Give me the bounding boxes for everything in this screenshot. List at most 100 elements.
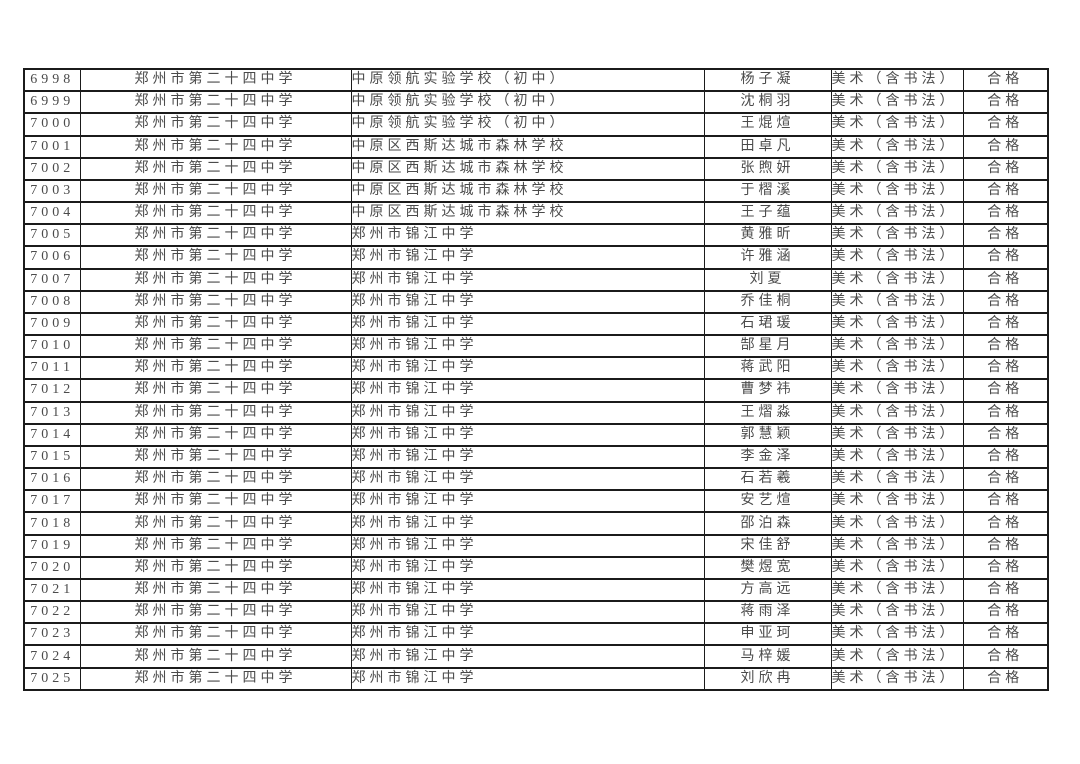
cell-attending_school: 郑州市锦江中学 (350, 622, 705, 647)
cell-subject: 美术（含书法） (830, 489, 964, 514)
cell-attending_school: 郑州市锦江中学 (350, 356, 705, 381)
cell-reporting_school: 郑州市第二十四中学 (79, 201, 352, 226)
cell-serial: 7003 (23, 178, 81, 204)
cell-serial: 7016 (23, 467, 81, 492)
cell-reporting_school: 郑州市第二十四中学 (79, 245, 352, 270)
cell-result: 合格 (962, 134, 1049, 159)
table-row: 7002 郑州市第二十四中学 中原区西斯达城市森林学校 张煦妍 美术（含书法） 合格 (23, 156, 1049, 181)
cell-result: 合格 (962, 622, 1049, 647)
cell-reporting_school: 郑州市第二十四中学 (79, 156, 352, 181)
cell-reporting_school: 郑州市第二十四中学 (79, 112, 352, 137)
cell-subject: 美术（含书法） (830, 90, 964, 115)
table-row: 7009 郑州市第二十四中学 郑州市锦江中学 石珺瑗 美术（含书法） 合格 (23, 311, 1049, 337)
table-row: 7004 郑州市第二十四中学 中原区西斯达城市森林学校 王子蕴 美术（含书法） 合格 (23, 201, 1049, 226)
cell-student_name: 樊煜宽 (703, 555, 832, 580)
cell-attending_school: 中原领航实验学校（初中） (350, 90, 705, 115)
cell-subject: 美术（含书法） (830, 311, 964, 337)
cell-student_name: 马梓媛 (703, 644, 832, 669)
cell-subject: 美术（含书法） (830, 334, 964, 359)
cell-subject: 美术（含书法） (830, 467, 964, 492)
cell-attending_school: 郑州市锦江中学 (350, 555, 705, 580)
cell-student_name: 王熠淼 (703, 400, 832, 425)
table-row: 7003 郑州市第二十四中学 中原区西斯达城市森林学校 于槢溪 美术（含书法） 合格 (23, 178, 1049, 204)
cell-reporting_school: 郑州市第二十四中学 (79, 267, 352, 292)
cell-student_name: 郜星月 (703, 334, 832, 359)
cell-serial: 7009 (23, 311, 81, 337)
cell-result: 合格 (962, 67, 1049, 93)
cell-subject: 美术（含书法） (830, 511, 964, 536)
cell-serial: 7010 (23, 334, 81, 359)
cell-result: 合格 (962, 511, 1049, 536)
cell-attending_school: 中原领航实验学校（初中） (350, 67, 705, 93)
table-row: 7021 郑州市第二十四中学 郑州市锦江中学 方高远 美术（含书法） 合格 (23, 577, 1049, 603)
table-row: 7010 郑州市第二十四中学 郑州市锦江中学 郜星月 美术（含书法） 合格 (23, 334, 1049, 359)
cell-reporting_school: 郑州市第二十四中学 (79, 422, 352, 447)
cell-attending_school: 郑州市锦江中学 (350, 245, 705, 270)
cell-reporting_school: 郑州市第二十四中学 (79, 90, 352, 115)
cell-serial: 7018 (23, 511, 81, 536)
cell-attending_school: 郑州市锦江中学 (350, 422, 705, 447)
cell-attending_school: 郑州市锦江中学 (350, 511, 705, 536)
cell-result: 合格 (962, 467, 1049, 492)
cell-student_name: 许雅涵 (703, 245, 832, 270)
cell-attending_school: 中原区西斯达城市森林学校 (350, 178, 705, 204)
cell-result: 合格 (962, 400, 1049, 425)
table-row: 7015 郑州市第二十四中学 郑州市锦江中学 李金泽 美术（含书法） 合格 (23, 444, 1049, 470)
cell-attending_school: 郑州市锦江中学 (350, 378, 705, 403)
cell-serial: 6999 (23, 90, 81, 115)
cell-subject: 美术（含书法） (830, 400, 964, 425)
cell-attending_school: 郑州市锦江中学 (350, 489, 705, 514)
cell-student_name: 宋佳舒 (703, 533, 832, 558)
cell-subject: 美术（含书法） (830, 245, 964, 270)
cell-serial: 7011 (23, 356, 81, 381)
cell-student_name: 申亚珂 (703, 622, 832, 647)
cell-subject: 美术（含书法） (830, 178, 964, 204)
cell-serial: 7008 (23, 289, 81, 314)
table-row: 7014 郑州市第二十四中学 郑州市锦江中学 郭慧颖 美术（含书法） 合格 (23, 422, 1049, 447)
cell-serial: 7007 (23, 267, 81, 292)
cell-serial: 7002 (23, 156, 81, 181)
cell-result: 合格 (962, 267, 1049, 292)
cell-attending_school: 中原区西斯达城市森林学校 (350, 134, 705, 159)
cell-reporting_school: 郑州市第二十四中学 (79, 555, 352, 580)
cell-serial: 7004 (23, 201, 81, 226)
cell-subject: 美术（含书法） (830, 289, 964, 314)
cell-reporting_school: 郑州市第二十四中学 (79, 311, 352, 337)
cell-result: 合格 (962, 489, 1049, 514)
table-row: 7000 郑州市第二十四中学 中原领航实验学校（初中） 王焜煊 美术（含书法） 合格 (23, 112, 1049, 137)
cell-student_name: 刘夏 (703, 267, 832, 292)
cell-serial: 7014 (23, 422, 81, 447)
table-row: 7020 郑州市第二十四中学 郑州市锦江中学 樊煜宽 美术（含书法） 合格 (23, 555, 1049, 580)
cell-student_name: 郭慧颖 (703, 422, 832, 447)
table-row: 6998 郑州市第二十四中学 中原领航实验学校（初中） 杨子凝 美术（含书法） 合格 (23, 67, 1049, 93)
cell-result: 合格 (962, 156, 1049, 181)
cell-student_name: 蒋武阳 (703, 356, 832, 381)
cell-subject: 美术（含书法） (830, 533, 964, 558)
table-row: 7005 郑州市第二十四中学 郑州市锦江中学 黄雅昕 美术（含书法） 合格 (23, 223, 1049, 248)
cell-reporting_school: 郑州市第二十四中学 (79, 134, 352, 159)
cell-student_name: 曹梦祎 (703, 378, 832, 403)
table-row: 7011 郑州市第二十四中学 郑州市锦江中学 蒋武阳 美术（含书法） 合格 (23, 356, 1049, 381)
table-row: 7001 郑州市第二十四中学 中原区西斯达城市森林学校 田卓凡 美术（含书法） 合格 (23, 134, 1049, 159)
cell-reporting_school: 郑州市第二十四中学 (79, 223, 352, 248)
cell-reporting_school: 郑州市第二十四中学 (79, 533, 352, 558)
cell-attending_school: 郑州市锦江中学 (350, 467, 705, 492)
cell-student_name: 蒋雨泽 (703, 600, 832, 625)
cell-result: 合格 (962, 422, 1049, 447)
cell-student_name: 石若羲 (703, 467, 832, 492)
cell-serial: 7005 (23, 223, 81, 248)
cell-reporting_school: 郑州市第二十四中学 (79, 356, 352, 381)
cell-reporting_school: 郑州市第二十四中学 (79, 489, 352, 514)
table-row: 7022 郑州市第二十四中学 郑州市锦江中学 蒋雨泽 美术（含书法） 合格 (23, 600, 1049, 625)
cell-reporting_school: 郑州市第二十四中学 (79, 666, 352, 692)
cell-subject: 美术（含书法） (830, 666, 964, 692)
table-row: 7023 郑州市第二十四中学 郑州市锦江中学 申亚珂 美术（含书法） 合格 (23, 622, 1049, 647)
cell-subject: 美术（含书法） (830, 134, 964, 159)
cell-student_name: 于槢溪 (703, 178, 832, 204)
cell-student_name: 杨子凝 (703, 67, 832, 93)
cell-reporting_school: 郑州市第二十四中学 (79, 178, 352, 204)
table-row: 7012 郑州市第二十四中学 郑州市锦江中学 曹梦祎 美术（含书法） 合格 (23, 378, 1049, 403)
cell-attending_school: 郑州市锦江中学 (350, 334, 705, 359)
cell-result: 合格 (962, 178, 1049, 204)
cell-subject: 美术（含书法） (830, 444, 964, 470)
